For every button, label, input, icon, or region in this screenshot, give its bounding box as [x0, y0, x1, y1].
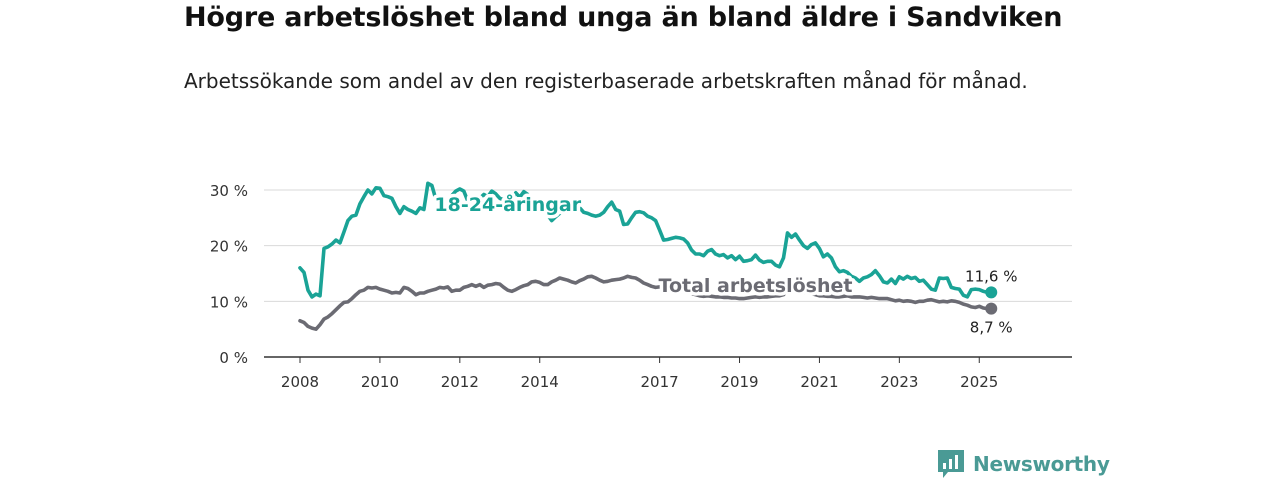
newsworthy-logo-icon — [938, 450, 964, 478]
brand-logo: Newsworthy — [937, 449, 1110, 479]
y-tick-label: 0 % — [219, 349, 248, 367]
series-label-18-24: 18-24-åringar — [434, 192, 581, 216]
series-line-18-24 — [298, 181, 993, 299]
y-tick-label: 30 % — [210, 182, 248, 200]
chart-labels: 18-24-åringar Total arbetslöshet 11,6 % 8,7… — [431, 188, 1018, 337]
end-point-total — [985, 302, 998, 315]
x-tick-label: 2010 — [361, 373, 399, 391]
x-tick-label: 2014 — [521, 373, 559, 391]
axes: 0 % 10 % 20 % 30 % 2008 2010 2012 2014 2017 2019 2… — [210, 182, 1072, 391]
y-tick-label: 10 % — [210, 293, 248, 311]
end-value-label-18-24: 11,6 % — [965, 267, 1017, 285]
series-line-total — [298, 274, 993, 331]
end-value-label-total: 8,7 % — [970, 319, 1013, 337]
x-tick-label: 2025 — [960, 373, 998, 391]
brand-name: Newsworthy — [973, 452, 1110, 476]
x-tick-label: 2008 — [281, 373, 319, 391]
series-label-total: Total arbetslöshet — [659, 275, 853, 297]
x-tick-label: 2021 — [800, 373, 838, 391]
x-tick-label: 2023 — [880, 373, 918, 391]
y-tick-label: 20 % — [210, 238, 248, 256]
chart-title: Högre arbetslöshet bland unga än bland ä… — [184, 2, 1063, 33]
x-tick-label: 2017 — [641, 373, 679, 391]
end-point-18-24 — [985, 286, 998, 299]
series-lines — [298, 181, 998, 331]
x-tick-label: 2019 — [720, 373, 758, 391]
chart-subtitle: Arbetssökande som andel av den registerb… — [184, 69, 1028, 93]
x-tick-label: 2012 — [441, 373, 479, 391]
